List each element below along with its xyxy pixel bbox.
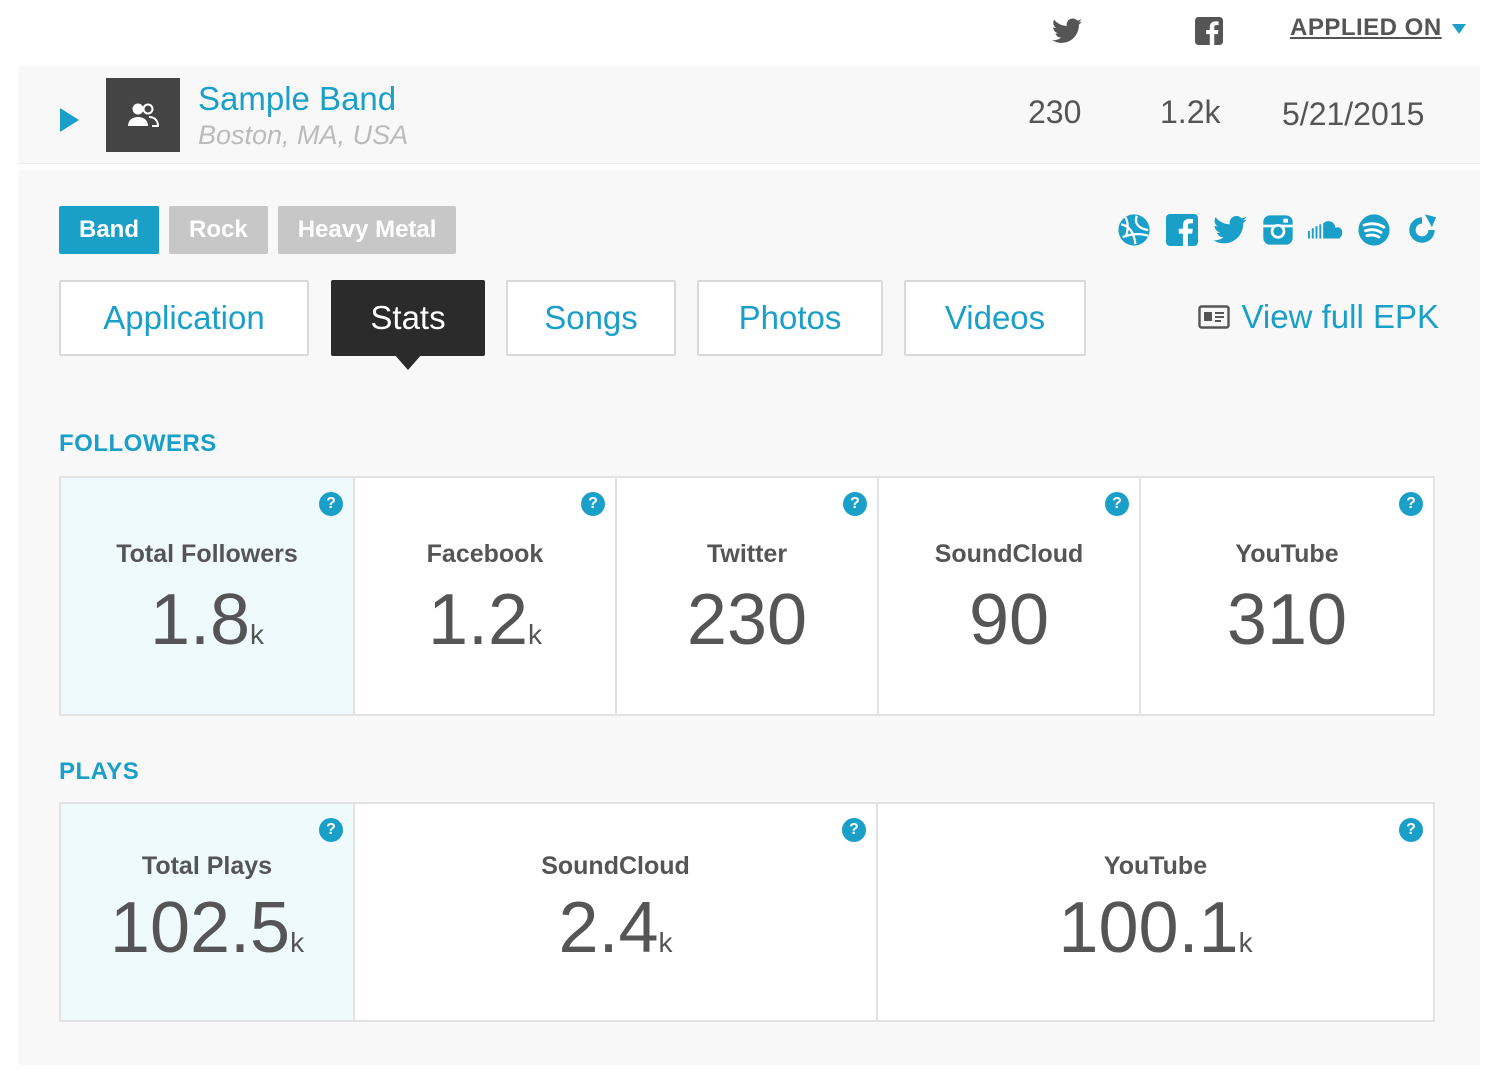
- group-icon: [128, 103, 160, 127]
- stat-label: SoundCloud: [934, 540, 1084, 568]
- help-icon[interactable]: ?: [1399, 818, 1423, 842]
- stat-label: Twitter: [706, 540, 788, 568]
- tab-songs[interactable]: Songs: [506, 280, 676, 356]
- stat-total-plays: ? Total Plays 102.5k: [61, 804, 355, 1020]
- spotify-icon[interactable]: [1356, 212, 1392, 248]
- help-icon[interactable]: ?: [581, 492, 605, 516]
- expand-play-icon[interactable]: [60, 108, 79, 132]
- stat-label: YouTube: [1103, 852, 1208, 880]
- stat-value: 1.2k: [427, 580, 543, 660]
- twitter-count: 230: [1028, 94, 1082, 130]
- stat-twitter-followers: ? Twitter 230: [617, 478, 879, 714]
- stat-value: 230: [686, 580, 808, 660]
- plays-title: PLAYS: [59, 758, 140, 785]
- help-icon[interactable]: ?: [319, 492, 343, 516]
- band-name[interactable]: Sample Band: [198, 80, 397, 117]
- stat-youtube-plays: ? YouTube 100.1k: [878, 804, 1433, 1020]
- help-icon[interactable]: ?: [843, 492, 867, 516]
- applied-on-sort[interactable]: APPLIED ON: [1290, 14, 1466, 42]
- help-icon[interactable]: ?: [1399, 492, 1423, 516]
- tag-band: Band: [59, 206, 159, 254]
- plays-grid: ? Total Plays 102.5k ? SoundCloud 2.4k ?…: [59, 802, 1435, 1022]
- stat-value: 1.8k: [149, 580, 265, 660]
- facebook-count: 1.2k: [1160, 94, 1221, 130]
- band-row[interactable]: Sample Band Boston, MA, USA 230 1.2k 5/2…: [18, 66, 1480, 164]
- stat-label: YouTube: [1235, 540, 1339, 568]
- stat-label: Facebook: [426, 540, 544, 568]
- website-icon[interactable]: [1116, 212, 1152, 248]
- soundcloud-icon[interactable]: [1308, 212, 1344, 248]
- avatar: [106, 78, 180, 152]
- help-icon[interactable]: ?: [1105, 492, 1129, 516]
- reverbnation-icon[interactable]: [1404, 212, 1440, 248]
- tab-photos[interactable]: Photos: [697, 280, 883, 356]
- tab-videos[interactable]: Videos: [904, 280, 1086, 356]
- genre-tags: Band Rock Heavy Metal: [59, 206, 457, 254]
- column-header-row: APPLIED ON: [0, 0, 1504, 64]
- stat-value: 310: [1226, 580, 1348, 660]
- followers-grid: ? Total Followers 1.8k ? Facebook 1.2k ?…: [59, 476, 1435, 716]
- stat-soundcloud-followers: ? SoundCloud 90: [879, 478, 1141, 714]
- tag-heavy-metal: Heavy Metal: [277, 206, 457, 254]
- view-epk-label[interactable]: View full EPK: [1241, 298, 1439, 335]
- tab-stats[interactable]: Stats: [331, 280, 485, 370]
- id-card-icon: [1197, 305, 1230, 329]
- stat-value: 2.4k: [558, 888, 673, 968]
- help-icon[interactable]: ?: [842, 818, 866, 842]
- twitter-icon[interactable]: [1052, 16, 1082, 46]
- social-links: [1116, 212, 1440, 248]
- applied-on-label[interactable]: APPLIED ON: [1290, 14, 1442, 41]
- followers-title: FOLLOWERS: [59, 430, 217, 457]
- stat-label: Total Followers: [116, 540, 298, 568]
- tag-rock: Rock: [169, 206, 268, 254]
- facebook-icon[interactable]: [1194, 16, 1224, 46]
- stat-label: Total Plays: [141, 852, 273, 880]
- facebook-icon[interactable]: [1164, 212, 1200, 248]
- instagram-icon[interactable]: [1260, 212, 1296, 248]
- stat-facebook-followers: ? Facebook 1.2k: [355, 478, 617, 714]
- applied-on-date: 5/21/2015: [1282, 96, 1425, 132]
- band-detail-panel: Band Rock Heavy Metal: [18, 170, 1480, 1065]
- band-location: Boston, MA, USA: [198, 120, 409, 150]
- help-icon[interactable]: ?: [319, 818, 343, 842]
- stat-value: 100.1k: [1058, 888, 1253, 968]
- stat-total-followers: ? Total Followers 1.8k: [61, 478, 355, 714]
- stat-value: 102.5k: [109, 888, 305, 968]
- stat-soundcloud-plays: ? SoundCloud 2.4k: [355, 804, 878, 1020]
- stat-youtube-followers: ? YouTube 310: [1141, 478, 1433, 714]
- detail-tabs: Application Stats Songs Photos Videos Vi…: [59, 280, 1439, 370]
- chevron-down-icon[interactable]: [1451, 24, 1466, 34]
- stat-value: 90: [968, 580, 1050, 660]
- view-epk-link[interactable]: View full EPK: [1197, 298, 1439, 336]
- tab-application[interactable]: Application: [59, 280, 309, 356]
- stat-label: SoundCloud: [541, 852, 690, 880]
- twitter-icon[interactable]: [1212, 212, 1248, 248]
